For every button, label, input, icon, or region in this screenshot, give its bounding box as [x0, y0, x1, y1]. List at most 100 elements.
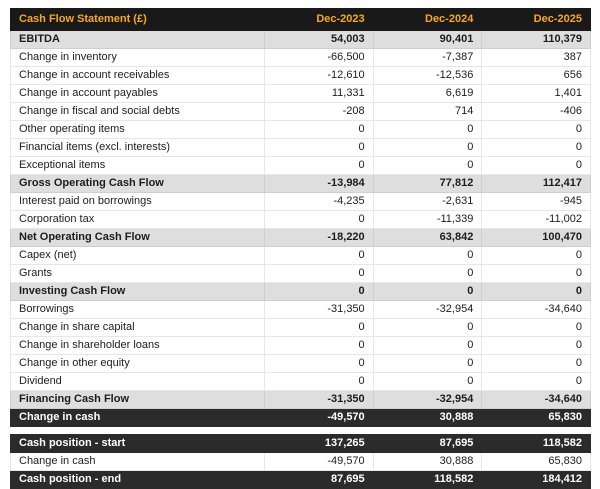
row-value: 184,412 [481, 470, 591, 489]
cash-flow-row: Exceptional items 0 0 0 [9, 156, 591, 175]
row-value: 0 [264, 318, 374, 337]
row-label: Grants [9, 264, 266, 283]
row-value: 30,888 [372, 452, 483, 471]
row-label: Dividend [9, 372, 266, 391]
row-label: EBITDA [9, 30, 266, 49]
row-value: 118,582 [372, 470, 483, 489]
row-value: -11,339 [372, 210, 483, 229]
row-value: 656 [481, 66, 591, 85]
row-value: -18,220 [264, 228, 374, 247]
table-title: Cash Flow Statement (£) [9, 8, 266, 31]
cash-flow-row: Change in cash -49,570 30,888 65,830 [9, 408, 591, 427]
row-value: 0 [481, 138, 591, 157]
cash-flow-statement-page: Cash Flow Statement (£) Dec-2023 Dec-202… [9, 8, 591, 489]
row-value: -12,610 [264, 66, 374, 85]
row-label: Capex (net) [9, 246, 266, 265]
row-value: -13,984 [264, 174, 374, 193]
row-value: 0 [481, 354, 591, 373]
row-label: Change in cash [9, 408, 266, 427]
cash-flow-row: Corporation tax 0 -11,339 -11,002 [9, 210, 591, 229]
table-header-row: Cash Flow Statement (£) Dec-2023 Dec-202… [9, 8, 591, 31]
row-value: -7,387 [372, 48, 483, 67]
row-label: Corporation tax [9, 210, 266, 229]
cash-flow-row: Grants 0 0 0 [9, 264, 591, 283]
cash-position-row: Cash position - end 87,695 118,582 184,412 [9, 470, 591, 489]
row-value: 0 [264, 336, 374, 355]
row-label: Change in other equity [9, 354, 266, 373]
row-value: 65,830 [481, 452, 591, 471]
row-label: Interest paid on borrowings [9, 192, 266, 211]
row-value: -32,954 [372, 300, 483, 319]
row-value: -208 [264, 102, 374, 121]
row-value: 0 [372, 354, 483, 373]
row-label: Exceptional items [9, 156, 266, 175]
cash-flow-row: Interest paid on borrowings -4,235 -2,631-… [9, 192, 591, 211]
cash-flow-row: Gross Operating Cash Flow -13,984 77,812 11… [9, 174, 591, 193]
row-label: Net Operating Cash Flow [9, 228, 266, 247]
row-value: 0 [372, 264, 483, 283]
row-label: Change in account receivables [9, 66, 266, 85]
row-label: Cash position - start [9, 434, 266, 453]
cash-flow-row: Change in account payables 11,331 6,619 1,4… [9, 84, 591, 103]
row-value: 0 [481, 336, 591, 355]
cash-flow-table-body: EBITDA 54,003 90,401 110,379 Change in inven… [9, 30, 591, 427]
row-value: 0 [481, 246, 591, 265]
cash-flow-row: Financial items (excl. interests) 0 0 0 [9, 138, 591, 157]
cash-flow-row: Capex (net) 0 0 0 [9, 246, 591, 265]
table-header: Cash Flow Statement (£) Dec-2023 Dec-202… [9, 8, 591, 31]
row-value: 0 [372, 138, 483, 157]
row-value: 77,812 [372, 174, 483, 193]
row-value: 0 [372, 372, 483, 391]
row-value: 387 [481, 48, 591, 67]
row-value: 0 [264, 354, 374, 373]
column-header-dec-2025: Dec-2025 [481, 8, 591, 31]
row-value: -31,350 [264, 390, 374, 409]
row-value: -2,631 [372, 192, 483, 211]
row-value: 0 [481, 120, 591, 139]
cash-flow-row: EBITDA 54,003 90,401 110,379 [9, 30, 591, 49]
row-value: -31,350 [264, 300, 374, 319]
row-value: 714 [372, 102, 483, 121]
row-value: -12,536 [372, 66, 483, 85]
cash-position-row: Cash position - start 137,265 87,695 118,58… [9, 434, 591, 453]
row-value: 90,401 [372, 30, 483, 49]
row-value: 0 [372, 336, 483, 355]
row-value: 0 [481, 318, 591, 337]
cash-position-table-body: Cash position - start 137,265 87,695 118,58… [9, 434, 591, 489]
row-value: -406 [481, 102, 591, 121]
row-value: 87,695 [372, 434, 483, 453]
row-label: Investing Cash Flow [9, 282, 266, 301]
row-value: -32,954 [372, 390, 483, 409]
row-label: Change in shareholder loans [9, 336, 266, 355]
cash-flow-row: Other operating items 0 0 0 [9, 120, 591, 139]
cash-flow-table: Cash Flow Statement (£) Dec-2023 Dec-202… [9, 8, 591, 427]
cash-flow-row: Borrowings -31,350 -32,954 -34,640 [9, 300, 591, 319]
row-value: 0 [481, 264, 591, 283]
row-value: 87,695 [264, 470, 374, 489]
row-value: 0 [372, 246, 483, 265]
row-value: 0 [372, 318, 483, 337]
row-value: 0 [264, 156, 374, 175]
row-value: 118,582 [481, 434, 591, 453]
row-value: -66,500 [264, 48, 374, 67]
row-value: 0 [372, 156, 483, 175]
row-value: 11,331 [264, 84, 374, 103]
row-value: 0 [264, 264, 374, 283]
row-value: 110,379 [481, 30, 591, 49]
column-header-dec-2023: Dec-2023 [264, 8, 374, 31]
cash-flow-row: Change in other equity 0 0 0 [9, 354, 591, 373]
row-value: 0 [264, 120, 374, 139]
row-value: 6,619 [372, 84, 483, 103]
row-label: Gross Operating Cash Flow [9, 174, 266, 193]
row-value: 1,401 [481, 84, 591, 103]
cash-flow-row: Change in shareholder loans 0 0 0 [9, 336, 591, 355]
row-value: -49,570 [264, 452, 374, 471]
row-value: -49,570 [264, 408, 374, 427]
row-label: Change in account payables [9, 84, 266, 103]
row-label: Change in fiscal and social debts [9, 102, 266, 121]
cash-position-row: Change in cash -49,570 30,888 65,830 [9, 452, 591, 471]
row-value: 0 [481, 372, 591, 391]
cash-position-table: Cash position - start 137,265 87,695 118,58… [9, 434, 591, 489]
row-label: Borrowings [9, 300, 266, 319]
row-value: -34,640 [481, 390, 591, 409]
